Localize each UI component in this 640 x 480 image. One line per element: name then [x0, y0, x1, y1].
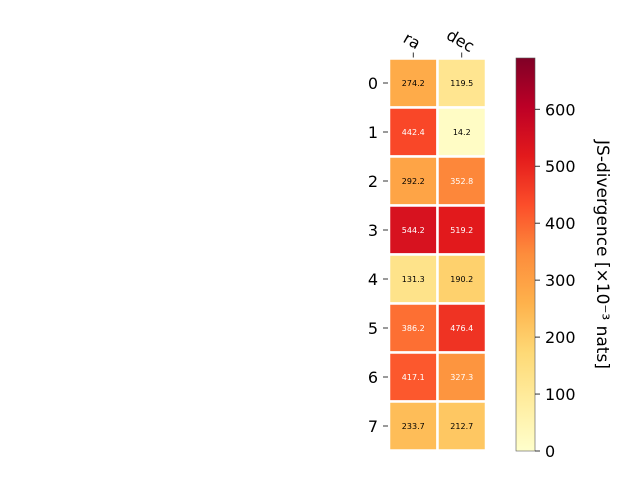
colorbar-tick-label: 400 [545, 214, 576, 233]
colorbar-tick-label: 300 [545, 271, 576, 290]
row-tick-label: 2 [368, 172, 378, 191]
row-tick-labels: 0 1 2 3 4 5 6 7 [368, 74, 388, 436]
colorbar-tick-label: 500 [545, 157, 576, 176]
cell-value-label: 233.7 [402, 422, 425, 431]
heatmap-cell [436, 155, 488, 207]
cell-value-label: 190.2 [450, 275, 473, 284]
row-tick-label: 5 [368, 319, 378, 338]
heatmap-cell [436, 400, 488, 452]
colorbar-tick-label: 100 [545, 385, 576, 404]
heatmap-cell-labels: 274.2 119.5 442.4 14.2 292.2 352.8 544.2 519.2 1… [402, 79, 473, 431]
heatmap-cells [387, 57, 488, 452]
row-tick-label: 3 [368, 221, 378, 240]
cell-value-label: 544.2 [402, 226, 425, 235]
cell-value-label: 476.4 [450, 324, 473, 333]
cell-value-label: 442.4 [402, 128, 425, 137]
heatmap-cell [436, 106, 488, 158]
row-tick-label: 0 [368, 74, 378, 93]
colorbar-tick-label: 0 [545, 442, 555, 461]
cell-value-label: 519.2 [450, 226, 473, 235]
row-tick-label: 6 [368, 368, 378, 387]
cell-value-label: 212.7 [450, 422, 473, 431]
cell-value-label: 327.3 [450, 373, 473, 382]
heatmap-cell [436, 253, 488, 305]
column-tick-label: ra [400, 28, 424, 53]
cell-value-label: 386.2 [402, 324, 425, 333]
column-tick-labels: ra dec [400, 25, 478, 58]
colorbar-tick-label: 600 [545, 100, 576, 119]
colorbar-ticks: 0 100 200 300 400 500 600 [535, 100, 576, 461]
cell-value-label: 274.2 [402, 79, 425, 88]
row-tick-label: 4 [368, 270, 378, 289]
colorbar-gradient [515, 57, 536, 452]
cell-value-label: 119.5 [450, 79, 473, 88]
cell-value-label: 14.2 [453, 128, 471, 137]
colorbar: 0 100 200 300 400 500 600 JS-divergence [×10⁻³… [515, 57, 612, 461]
column-tick-label: dec [443, 25, 477, 56]
cell-value-label: 417.1 [402, 373, 425, 382]
heatmap-cell [436, 204, 488, 256]
row-tick-label: 1 [368, 123, 378, 142]
row-tick-label: 7 [368, 417, 378, 436]
colorbar-tick-label: 200 [545, 328, 576, 347]
cell-value-label: 292.2 [402, 177, 425, 186]
cell-value-label: 131.3 [402, 275, 425, 284]
colorbar-label: JS-divergence [×10⁻³ nats] [592, 139, 612, 369]
cell-value-label: 352.8 [450, 177, 473, 186]
